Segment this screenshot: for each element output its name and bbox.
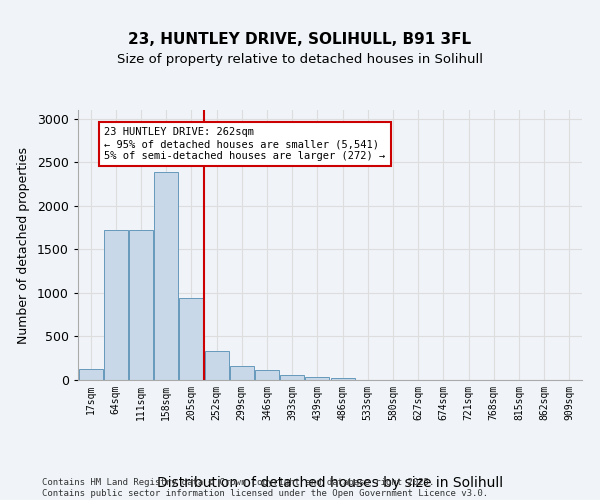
Text: Contains HM Land Registry data © Crown copyright and database right 2025.
Contai: Contains HM Land Registry data © Crown c… [42,478,488,498]
Bar [79,368,103,380]
Bar [129,230,153,380]
X-axis label: Distribution of detached houses by size in Solihull: Distribution of detached houses by size … [157,476,503,490]
Bar [205,352,229,380]
Bar [230,366,254,380]
Text: 23 HUNTLEY DRIVE: 262sqm
← 95% of detached houses are smaller (5,541)
5% of semi: 23 HUNTLEY DRIVE: 262sqm ← 95% of detach… [104,128,386,160]
Y-axis label: Number of detached properties: Number of detached properties [17,146,30,344]
Bar [305,378,329,380]
Bar [255,370,279,380]
Bar [280,375,304,380]
Text: Size of property relative to detached houses in Solihull: Size of property relative to detached ho… [117,52,483,66]
Bar [179,298,203,380]
Bar [331,378,355,380]
Bar [154,172,178,380]
Text: 23, HUNTLEY DRIVE, SOLIHULL, B91 3FL: 23, HUNTLEY DRIVE, SOLIHULL, B91 3FL [128,32,472,48]
Bar [104,230,128,380]
